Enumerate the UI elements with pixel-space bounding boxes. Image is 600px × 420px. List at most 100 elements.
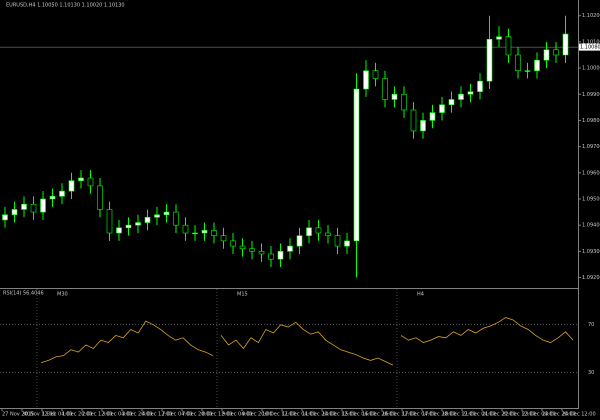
candle-body <box>562 33 569 56</box>
candle-body <box>515 54 521 71</box>
candle-body <box>534 59 540 71</box>
x-tick-label: 1 Dec 04:00 <box>42 412 72 418</box>
x-tick-label: 4 Dec 12:00 <box>142 412 172 418</box>
candle-body <box>106 209 113 234</box>
x-tick-label: 10 Dec 12:00 <box>262 412 296 418</box>
x-tick-label: 1 Dec 20:00 <box>62 412 92 418</box>
y-tick-label: 1.09900 <box>582 92 600 98</box>
candle-body <box>420 120 426 132</box>
candle-body <box>382 78 388 100</box>
x-tick-label: 23 Dec 20:00 <box>542 412 576 418</box>
x-tick-label: 16 Dec 12:00 <box>382 412 416 418</box>
candle-body <box>439 104 445 113</box>
candle-body <box>239 245 246 250</box>
candle-body <box>163 211 170 215</box>
price-label-box <box>579 43 600 51</box>
candle-body <box>116 227 122 234</box>
x-tick-label: 21 Dec 04:00 <box>462 412 496 418</box>
candle-body <box>30 203 37 213</box>
candle-body <box>2 214 8 221</box>
y-tick-label: 1.09800 <box>582 118 600 124</box>
candle-body <box>429 112 436 121</box>
candle-body <box>277 251 284 260</box>
y-tick-label: 1.09500 <box>582 196 600 202</box>
candle-body <box>477 80 483 92</box>
candle-body <box>543 49 550 61</box>
x-tick-label: 7 Dec 04:00 <box>162 412 192 418</box>
y-tick-label: 70 <box>588 322 594 328</box>
candle-body <box>182 224 189 234</box>
y-tick-label: 1.10000 <box>582 66 600 72</box>
candle-body <box>268 253 274 260</box>
price-label: 1.10080 <box>580 45 600 51</box>
x-tick-label: 3 Dec 20:00 <box>122 412 152 418</box>
x-tick-label: 8 Dec 12:00 <box>202 412 232 418</box>
candle-body <box>144 217 151 223</box>
x-tick-label: 9 Dec 20:00 <box>242 412 272 418</box>
x-tick-label: 18 Dec 12:00 <box>442 412 476 418</box>
x-tick-label: 11 Dec 20:00 <box>302 412 336 418</box>
indicator-title: RSI(14) 56.4046 <box>3 291 44 297</box>
candle-body <box>401 93 407 111</box>
candle-body <box>524 70 531 72</box>
candle-body <box>40 198 46 213</box>
y-tick-label: 1.09600 <box>582 170 600 176</box>
candle-body <box>372 70 379 79</box>
x-tick-label: 2 Dec 12:00 <box>82 412 112 418</box>
candle-body <box>59 190 65 197</box>
candle-body <box>154 214 160 218</box>
candle-body <box>135 222 141 226</box>
candle-body <box>363 70 369 90</box>
x-tick-label: 24 Dec 12:00 <box>562 412 596 418</box>
y-tick-label: 1.10200 <box>582 13 600 19</box>
candle-body <box>87 177 94 187</box>
x-tick-label: 22 Dec 12:00 <box>502 412 536 418</box>
x-tick-label: 14 Dec 12:00 <box>322 412 356 418</box>
y-tick-label: 1.09400 <box>582 223 600 229</box>
x-tick-label: 7 Dec 20:00 <box>182 412 212 418</box>
x-tick-label: 15 Dec 04:00 <box>342 412 376 418</box>
y-tick-label: 1.09700 <box>582 144 600 150</box>
indicator-line <box>220 321 394 366</box>
x-tick-label: 30 Nov 12:00 <box>22 412 56 418</box>
candle-body <box>325 232 331 236</box>
y-tick-label: 30 <box>588 370 594 376</box>
candle-body <box>21 203 27 210</box>
candle-body <box>467 91 474 95</box>
candle-body <box>249 248 255 252</box>
candle-body <box>68 180 75 192</box>
candle-body <box>230 240 236 247</box>
candle-body <box>220 235 227 242</box>
y-tick-label: 1.09200 <box>582 275 600 281</box>
candle-body <box>11 209 18 215</box>
x-tick-label: 21 Dec 20:00 <box>482 412 516 418</box>
x-tick-label: 23 Dec 04:00 <box>522 412 556 418</box>
x-tick-label: 27 Nov 2015 <box>2 412 34 418</box>
candle-body <box>315 227 322 234</box>
y-tick-label: 1.09300 <box>582 249 600 255</box>
candle-body <box>391 93 398 100</box>
chart-title: EURUSD,H4 1.10050 1.10130 1.10020 1.1013… <box>6 3 125 9</box>
y-tick-label: 1.10100 <box>582 39 600 45</box>
series-label: M30 <box>57 292 68 298</box>
x-tick-label: 15 Dec 20:00 <box>362 412 396 418</box>
candle-body <box>192 232 198 235</box>
candle-body <box>306 227 312 236</box>
candle-body <box>334 235 341 247</box>
candle-body <box>78 177 84 181</box>
candle-body <box>258 251 265 255</box>
candle-body <box>211 230 217 236</box>
indicator-line <box>400 317 574 343</box>
candle-body <box>553 49 559 56</box>
series-label: H4 <box>417 292 424 298</box>
candle-body <box>296 235 303 247</box>
x-tick-label: 11 Dec 04:00 <box>282 412 316 418</box>
candle-body <box>201 230 208 234</box>
candle-body <box>448 99 455 106</box>
candle-body <box>287 245 293 252</box>
candle-body <box>97 185 103 210</box>
candle-body <box>125 224 132 229</box>
candle-body <box>486 38 493 82</box>
